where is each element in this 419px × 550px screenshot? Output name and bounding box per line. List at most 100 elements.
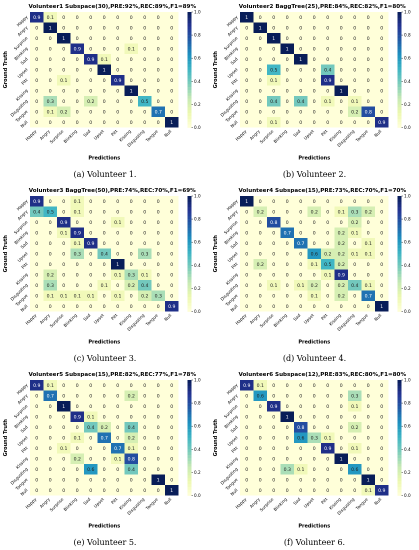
heatmap-cell	[348, 96, 362, 107]
heatmap-cell	[334, 54, 348, 65]
heatmap-cell	[334, 301, 348, 312]
cell-value: 0	[76, 36, 79, 42]
heatmap-cell	[151, 390, 165, 401]
cell-value: 0	[116, 241, 119, 247]
x-tick-label: Happy	[24, 128, 37, 141]
heatmap-cell	[138, 227, 152, 238]
cell-value: 0	[49, 241, 52, 247]
heatmap-cell	[253, 301, 267, 312]
cell-value: 0	[326, 414, 329, 420]
colorbar-segment	[187, 489, 192, 493]
heatmap-cell	[138, 380, 152, 391]
cell-value: 0	[35, 404, 38, 410]
cell-value: 0	[272, 477, 275, 483]
heatmap-cell	[267, 259, 281, 270]
cell-value: 0.5	[270, 67, 277, 73]
cell-value: 0	[35, 456, 38, 462]
heatmap-cell	[165, 22, 179, 33]
cell-value: 0	[353, 304, 356, 310]
colorbar-segment	[187, 124, 192, 128]
cell-value: 0.2	[311, 283, 318, 289]
heatmap-cell	[84, 22, 98, 33]
heatmap-cell	[375, 33, 389, 44]
cell-value: 0	[367, 467, 370, 473]
heatmap-cell	[70, 196, 84, 207]
cell-value: 0	[299, 46, 302, 52]
colorbar-segment	[187, 463, 192, 467]
cell-value: 0	[103, 220, 106, 226]
heatmap-cell	[70, 117, 84, 128]
heatmap-cell	[361, 453, 375, 464]
cell-value: 0.9	[33, 383, 40, 389]
heatmap-cell	[361, 85, 375, 96]
heatmap-cell	[348, 432, 362, 443]
x-tick-label: Upset	[93, 496, 105, 508]
cell-value: 0.1	[365, 283, 372, 289]
heatmap-cell	[294, 22, 308, 33]
heatmap-cell	[361, 12, 375, 23]
cell-value: 0	[170, 262, 173, 268]
heatmap-cell	[151, 217, 165, 228]
heatmap-cell	[348, 64, 362, 75]
heatmap-cell	[253, 22, 267, 33]
heatmap-cell	[348, 422, 362, 433]
heatmap-cell	[70, 474, 84, 485]
cell-value: 0	[89, 272, 92, 278]
heatmap-cell	[307, 290, 321, 301]
heatmap-cell	[70, 22, 84, 33]
cell-value: 0	[143, 78, 146, 84]
heatmap-cell	[70, 12, 84, 23]
cell-value: 0	[326, 109, 329, 115]
cell-value: 0	[326, 57, 329, 63]
heatmap-cell	[84, 422, 98, 433]
heatmap-cell	[375, 390, 389, 401]
heatmap-cell	[334, 380, 348, 391]
heatmap-cell	[253, 464, 267, 475]
heatmap-cell	[151, 411, 165, 422]
heatmap-cell	[138, 96, 152, 107]
heatmap-cell	[361, 474, 375, 485]
cell-value: 0.4	[87, 425, 94, 431]
colorbar-segment	[397, 443, 402, 447]
cell-value: 0	[157, 383, 160, 389]
cell-value: 0	[313, 230, 316, 236]
heatmap-cell	[294, 411, 308, 422]
cell-value: 0	[313, 414, 316, 420]
cell-value: 0	[62, 477, 65, 483]
cell-value: 0.4	[324, 67, 331, 73]
cell-value: 1	[62, 404, 65, 410]
colorbar-segment	[187, 61, 192, 65]
cell-value: 0	[286, 435, 289, 441]
colorbar-segment	[397, 29, 402, 33]
heatmap-cell	[111, 259, 125, 270]
cell-value: 0.3	[141, 251, 148, 257]
heatmap-cell	[70, 422, 84, 433]
heatmap-cell	[280, 43, 294, 54]
cell-value: 0	[170, 272, 173, 278]
cell-value: 0	[326, 404, 329, 410]
heatmap-cell	[348, 301, 362, 312]
cell-value: 0.1	[311, 262, 318, 268]
y-tick-label: Pitt	[20, 77, 29, 86]
x-tick-label: Upset	[303, 312, 315, 324]
cell-value: 0	[157, 446, 160, 452]
colorbar-segment	[397, 403, 402, 407]
cell-value: 0.9	[338, 272, 345, 278]
heatmap-cell	[240, 464, 254, 475]
heatmap-cell	[334, 474, 348, 485]
y-tick-label: Kissing	[15, 456, 29, 470]
cell-value: 0	[299, 446, 302, 452]
colorbar-segment	[187, 92, 192, 97]
y-tick-label: Kissing	[225, 272, 239, 286]
heatmap-cell	[253, 401, 267, 412]
heatmap-cell	[70, 238, 84, 249]
heatmap-cell	[294, 248, 308, 259]
x-tick-label: Blinking	[273, 312, 289, 328]
cell-value: 0	[62, 46, 65, 52]
heatmap-cell	[348, 401, 362, 412]
heatmap-cell	[361, 422, 375, 433]
cell-value: 0.9	[270, 404, 277, 410]
cell-value: 0	[286, 120, 289, 126]
heatmap-cell	[84, 432, 98, 443]
cell-value: 0	[103, 230, 106, 236]
